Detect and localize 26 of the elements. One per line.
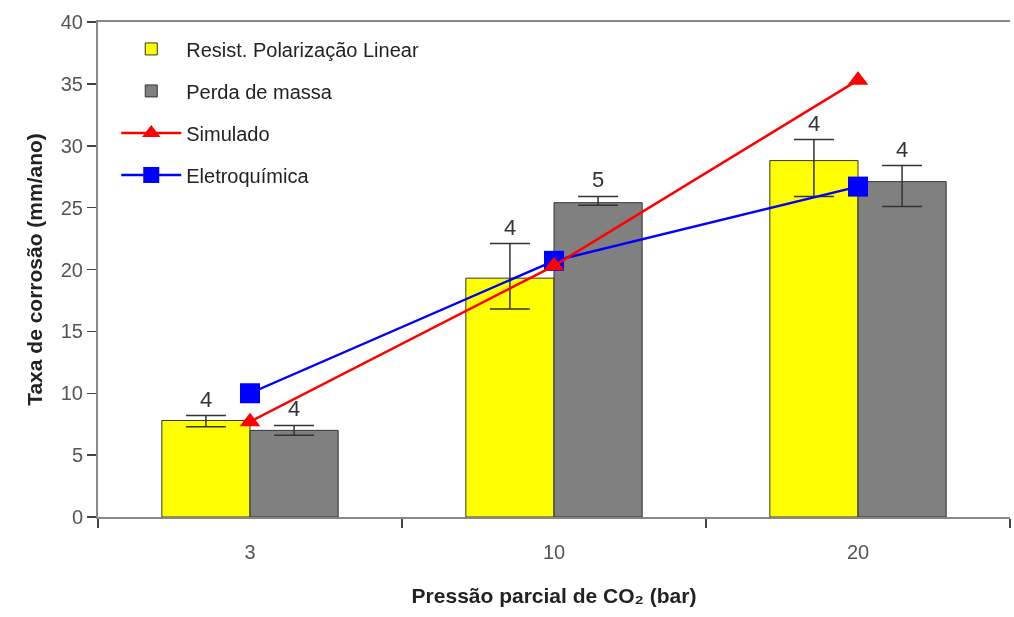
y-tick-label: 10	[60, 382, 83, 405]
annotation: 4	[200, 387, 213, 412]
annotation: 4	[504, 215, 517, 240]
annotation: 4	[896, 137, 909, 162]
y-tick-label: 30	[60, 134, 83, 157]
y-tick-label: 5	[71, 444, 83, 467]
x-axis-title: Pressão parcial de CO₂ (bar)	[411, 583, 697, 607]
x-tick-label: 20	[846, 541, 870, 563]
point	[240, 383, 260, 404]
legend-label: Eletroquímica	[186, 164, 310, 187]
y-tick-label: 15	[60, 320, 83, 343]
y-axis-title: Taxa de corrosão (mm/ano)	[23, 133, 47, 406]
legend-label: Simulado	[186, 122, 270, 145]
y-tick-label: 40	[60, 11, 83, 33]
x-tick-label: 10	[542, 541, 566, 563]
annotation: 5	[592, 167, 605, 192]
x-tick-label: 3	[244, 541, 256, 563]
y-tick-label: 0	[71, 506, 83, 528]
annotation: 4	[288, 396, 301, 421]
legend-label: Perda de massa	[186, 80, 333, 103]
y-tick-label: 20	[60, 258, 83, 281]
y-tick-label: 35	[60, 72, 83, 95]
annotation: 4	[808, 111, 821, 136]
legend-label: Resist. Polarização Linear	[186, 38, 419, 61]
point	[848, 176, 868, 197]
y-tick-label: 25	[60, 196, 83, 219]
